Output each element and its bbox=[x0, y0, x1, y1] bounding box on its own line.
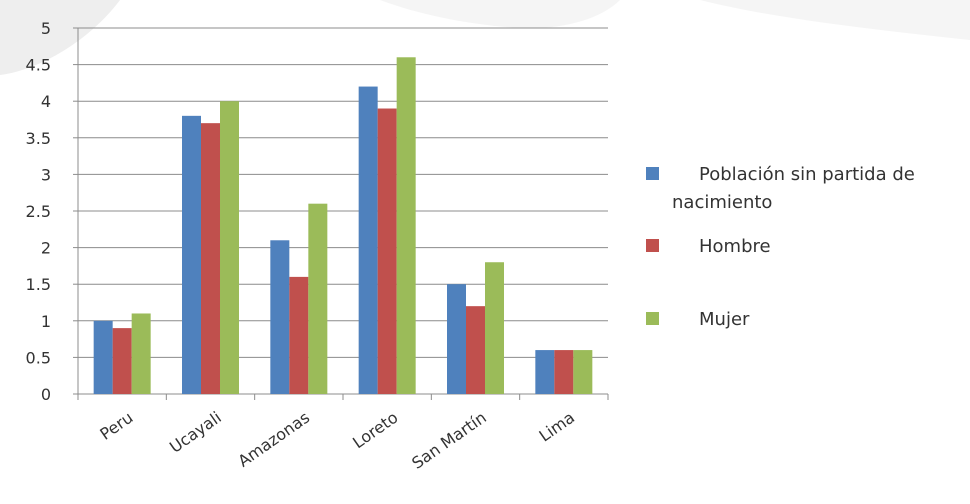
y-tick-label: 0.5 bbox=[26, 348, 51, 367]
y-tick-label: 0 bbox=[41, 385, 51, 404]
y-tick-label: 3 bbox=[41, 165, 51, 184]
bar-poblaci-n-sin-partida-de-nacimiento-loreto bbox=[358, 86, 378, 394]
legend-swatch bbox=[646, 167, 659, 180]
legend-label: Mujer bbox=[699, 309, 750, 330]
bar-mujer-loreto bbox=[396, 57, 416, 394]
bar-hombre-ucayali bbox=[201, 123, 220, 394]
y-tick-label: 4 bbox=[41, 92, 51, 111]
y-tick-label: 1 bbox=[41, 312, 51, 331]
bar-poblaci-n-sin-partida-de-nacimiento-peru bbox=[93, 320, 113, 394]
legend: Población sin partida de nacimiento Hombre… bbox=[646, 164, 915, 330]
bar-mujer-lima bbox=[573, 350, 593, 394]
bar-poblaci-n-sin-partida-de-nacimiento-ucayali bbox=[182, 115, 201, 394]
x-category-label: San Martín bbox=[408, 408, 490, 473]
bar-hombre-lima bbox=[554, 350, 574, 394]
axes bbox=[73, 27, 609, 400]
bar-poblaci-n-sin-partida-de-nacimiento-lima bbox=[535, 350, 555, 394]
legend-label: nacimiento bbox=[672, 192, 772, 213]
watermark bbox=[0, 0, 970, 75]
x-category-label: Amazonas bbox=[234, 408, 313, 471]
x-category-label: Loreto bbox=[349, 408, 401, 453]
y-tick-label: 5 bbox=[41, 19, 51, 38]
bar-mujer-ucayali bbox=[220, 101, 239, 394]
x-category-label: Peru bbox=[96, 408, 136, 444]
bars bbox=[93, 57, 593, 395]
bar-hombre-amazonas bbox=[289, 276, 309, 394]
y-tick-label: 1.5 bbox=[26, 275, 51, 294]
bar-hombre-peru bbox=[112, 328, 132, 394]
legend-swatch bbox=[646, 239, 659, 252]
y-tick-label: 2 bbox=[41, 239, 51, 258]
bar-poblaci-n-sin-partida-de-nacimiento-san-mart-n bbox=[447, 284, 466, 394]
y-tick-label: 2.5 bbox=[26, 202, 51, 221]
x-axis-labels: Peru Ucayali Amazonas Loreto San Martín Lima bbox=[96, 408, 578, 473]
bar-hombre-loreto bbox=[377, 108, 397, 395]
y-tick-label: 3.5 bbox=[26, 129, 51, 148]
legend-swatch bbox=[646, 312, 659, 325]
x-category-label: Ucayali bbox=[166, 408, 225, 457]
bar-mujer-peru bbox=[131, 313, 151, 394]
y-axis-ticks: 0 0.5 1 1.5 2 2.5 3 3.5 4 4.5 5 bbox=[26, 19, 51, 404]
x-category-label: Lima bbox=[535, 408, 578, 446]
legend-label: Población sin partida de bbox=[699, 164, 915, 185]
bar-mujer-san-mart-n bbox=[485, 262, 504, 394]
legend-label: Hombre bbox=[699, 236, 771, 257]
bar-hombre-san-mart-n bbox=[466, 306, 485, 394]
y-tick-label: 4.5 bbox=[26, 56, 51, 75]
gridlines bbox=[78, 27, 608, 358]
bar-poblaci-n-sin-partida-de-nacimiento-amazonas bbox=[270, 240, 290, 394]
bar-mujer-amazonas bbox=[308, 203, 328, 394]
